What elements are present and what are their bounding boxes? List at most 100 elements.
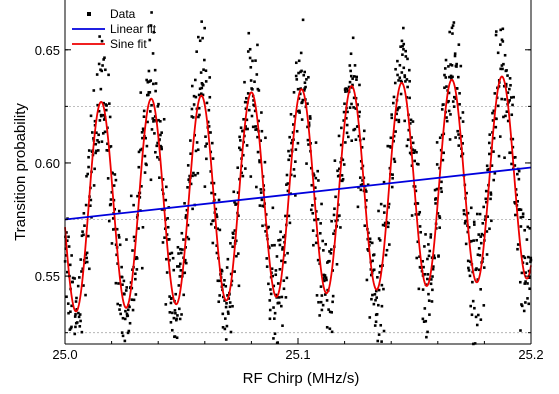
data-point: [195, 141, 199, 144]
data-point: [174, 311, 177, 315]
data-point: [350, 102, 353, 106]
data-point: [451, 32, 454, 35]
data-point: [336, 169, 339, 173]
data-point: [100, 140, 104, 143]
data-point: [285, 173, 289, 177]
data-point: [111, 228, 115, 231]
data-point: [183, 202, 186, 205]
data-point: [441, 158, 445, 162]
data-point: [274, 273, 278, 277]
data-point: [108, 115, 112, 119]
data-point: [265, 265, 269, 268]
data-point: [417, 287, 421, 291]
data-point: [279, 230, 282, 234]
data-point: [132, 203, 135, 207]
data-point: [287, 214, 291, 218]
data-point: [233, 270, 236, 273]
data-point: [527, 269, 531, 273]
data-point: [328, 259, 331, 263]
data-point: [383, 204, 386, 208]
data-point: [296, 87, 300, 91]
data-point: [505, 110, 509, 113]
data-point: [358, 83, 361, 87]
data-point: [97, 133, 100, 137]
data-point: [350, 139, 354, 142]
data-point: [64, 247, 67, 250]
data-point: [364, 190, 368, 193]
data-point: [508, 77, 512, 80]
data-point: [76, 321, 79, 324]
data-point: [189, 182, 193, 186]
data-point: [387, 221, 390, 225]
data-point: [168, 252, 172, 256]
data-point: [294, 160, 297, 163]
data-point: [173, 309, 177, 312]
data-point: [256, 150, 260, 154]
data-point: [294, 74, 298, 78]
data-point: [147, 93, 150, 97]
data-point: [233, 200, 236, 204]
data-point: [374, 289, 378, 293]
data-point: [185, 235, 189, 239]
data-point: [237, 214, 240, 218]
data-point: [427, 299, 431, 302]
data-point: [427, 254, 431, 258]
data-point: [172, 316, 176, 320]
data-point: [458, 136, 462, 140]
data-point: [495, 117, 498, 121]
data-point: [209, 170, 213, 173]
data-point: [278, 243, 282, 247]
data-point: [273, 243, 276, 247]
data-point: [488, 133, 492, 136]
data-point: [445, 116, 448, 119]
data-point: [305, 78, 308, 81]
data-point: [372, 253, 376, 256]
data-point: [369, 273, 373, 277]
data-point: [135, 257, 139, 260]
data-point: [502, 84, 506, 88]
data-point: [482, 266, 486, 269]
data-point: [496, 51, 500, 55]
data-point: [168, 295, 171, 298]
data-point: [445, 119, 449, 123]
data-point: [385, 221, 389, 225]
data-point: [340, 174, 344, 177]
data-point: [404, 55, 408, 58]
data-point: [231, 304, 234, 308]
data-point: [118, 243, 122, 247]
data-point: [118, 304, 122, 307]
data-point: [467, 269, 471, 272]
data-point: [146, 80, 150, 84]
data-point: [245, 144, 249, 147]
data-point: [209, 222, 213, 226]
data-point: [380, 304, 384, 308]
data-point: [224, 338, 228, 341]
data-point: [314, 141, 318, 144]
data-point: [431, 275, 434, 278]
data-point: [449, 63, 452, 66]
data-point: [343, 102, 346, 106]
data-point: [73, 332, 77, 336]
data-point: [494, 33, 498, 37]
data-point: [80, 270, 83, 273]
data-point: [229, 272, 233, 276]
data-point: [203, 185, 207, 188]
data-point: [318, 314, 321, 317]
data-point: [310, 183, 314, 187]
data-point: [176, 265, 179, 268]
data-point: [177, 284, 181, 287]
data-point: [472, 220, 476, 224]
data-point: [271, 274, 274, 278]
data-point: [148, 91, 152, 94]
data-point: [145, 144, 149, 148]
data-point: [296, 141, 300, 145]
data-point: [253, 80, 256, 84]
data-point: [309, 117, 312, 120]
data-point: [216, 279, 220, 283]
data-point: [150, 11, 153, 14]
data-point: [382, 180, 386, 184]
data-point: [159, 119, 162, 123]
data-point: [239, 148, 242, 152]
data-point: [351, 83, 354, 87]
data-point: [109, 145, 113, 148]
